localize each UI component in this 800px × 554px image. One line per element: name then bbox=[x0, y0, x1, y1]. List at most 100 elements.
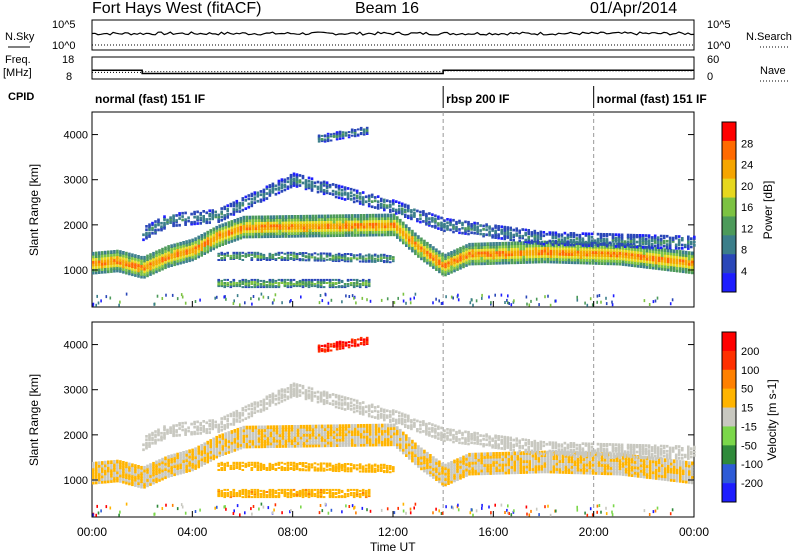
velocity-cell bbox=[275, 433, 279, 438]
velocity-cell bbox=[540, 458, 544, 463]
velocity-cell bbox=[459, 470, 462, 475]
power-cell bbox=[316, 253, 320, 256]
velocity-cell bbox=[585, 457, 589, 461]
velocity-cell bbox=[432, 458, 435, 463]
power-cell bbox=[435, 261, 438, 266]
power-cell bbox=[298, 179, 302, 182]
power-cell bbox=[367, 202, 371, 206]
power-cell bbox=[474, 256, 477, 260]
velocity-cell bbox=[501, 462, 504, 467]
power-cell bbox=[578, 233, 582, 237]
power-cell bbox=[411, 243, 414, 247]
power-cell bbox=[642, 264, 646, 269]
velocity-cell bbox=[648, 470, 652, 474]
velocity-cell bbox=[248, 439, 252, 443]
power-cell bbox=[235, 199, 239, 203]
velocity-cell bbox=[329, 438, 333, 442]
velocity-cell bbox=[570, 459, 574, 464]
power-cell bbox=[464, 227, 467, 230]
velocity-cell bbox=[549, 464, 553, 468]
power-cell bbox=[176, 250, 179, 255]
velocity-cell bbox=[459, 473, 462, 477]
velocity-cell bbox=[242, 442, 246, 446]
power-cell bbox=[449, 220, 452, 223]
power-cell bbox=[573, 241, 577, 246]
velocity-cell bbox=[116, 465, 119, 469]
power-cell bbox=[539, 235, 543, 239]
power-cell bbox=[220, 284, 223, 287]
velocity-cell bbox=[218, 442, 221, 447]
power-speckle bbox=[351, 294, 354, 298]
velocity-cell bbox=[414, 456, 417, 460]
velocity-cell bbox=[519, 462, 522, 466]
velocity-cell bbox=[682, 460, 685, 465]
power-cell bbox=[212, 241, 215, 245]
power-cell bbox=[555, 246, 559, 251]
power-cell bbox=[405, 237, 408, 242]
velocity-cell bbox=[368, 429, 372, 433]
velocity-cell bbox=[660, 471, 664, 476]
power-speckle bbox=[555, 299, 557, 303]
power-cell bbox=[413, 215, 416, 218]
power-cell bbox=[247, 205, 251, 209]
velocity-cell bbox=[113, 468, 116, 472]
velocity-cell bbox=[627, 456, 631, 461]
power-cell bbox=[393, 227, 396, 231]
power-cell bbox=[389, 257, 392, 260]
power-cell bbox=[143, 274, 146, 279]
power-cell bbox=[542, 234, 546, 238]
power-cell bbox=[489, 247, 492, 252]
velocity-cell bbox=[191, 464, 194, 469]
power-cell bbox=[319, 189, 323, 193]
power-cell bbox=[275, 231, 279, 236]
velocity-cell bbox=[239, 440, 243, 445]
velocity-cell bbox=[128, 481, 131, 486]
velocity-cell bbox=[507, 459, 510, 464]
velocity-cell bbox=[513, 454, 516, 458]
power-cell bbox=[612, 248, 616, 252]
power-cell bbox=[161, 255, 164, 260]
power-cell bbox=[536, 236, 540, 240]
velocity-cell bbox=[191, 448, 194, 453]
power-cell bbox=[203, 237, 206, 242]
power-cell bbox=[530, 234, 534, 238]
power-cell bbox=[456, 261, 459, 266]
power-cell bbox=[295, 183, 299, 187]
power-cell bbox=[163, 223, 166, 227]
power-cell bbox=[590, 239, 594, 242]
velocity-cell bbox=[669, 459, 673, 463]
power-cell bbox=[283, 185, 287, 188]
power-cell bbox=[557, 238, 561, 241]
velocity-cell bbox=[688, 474, 691, 479]
velocity-cell bbox=[278, 444, 282, 448]
velocity-cell bbox=[691, 469, 694, 474]
power-cell bbox=[501, 250, 504, 254]
power-cell bbox=[310, 284, 314, 287]
power-cell bbox=[290, 223, 294, 227]
velocity-cell bbox=[630, 457, 634, 461]
power-cell bbox=[470, 228, 473, 231]
power-cell bbox=[361, 256, 365, 259]
power-cell bbox=[411, 237, 414, 242]
power-cell bbox=[581, 240, 585, 244]
power-cell bbox=[419, 217, 422, 221]
power-cell bbox=[486, 261, 489, 265]
power-cell bbox=[179, 255, 182, 260]
power-cell bbox=[250, 283, 254, 285]
power-cell bbox=[675, 255, 679, 259]
velocity-cell bbox=[444, 466, 447, 471]
power-cell bbox=[268, 185, 272, 189]
power-cell bbox=[653, 241, 657, 244]
velocity-cell bbox=[573, 451, 577, 456]
power-cell bbox=[347, 222, 351, 226]
power-cell bbox=[98, 267, 101, 272]
power-cell bbox=[301, 258, 305, 261]
power-cell bbox=[600, 247, 604, 252]
velocity-cell bbox=[507, 457, 510, 461]
power-cell bbox=[269, 220, 273, 225]
power-cell bbox=[513, 260, 516, 265]
power-cell bbox=[674, 246, 678, 250]
power-speckle bbox=[432, 301, 434, 305]
power-cell bbox=[223, 282, 226, 284]
power-cell bbox=[202, 218, 205, 222]
